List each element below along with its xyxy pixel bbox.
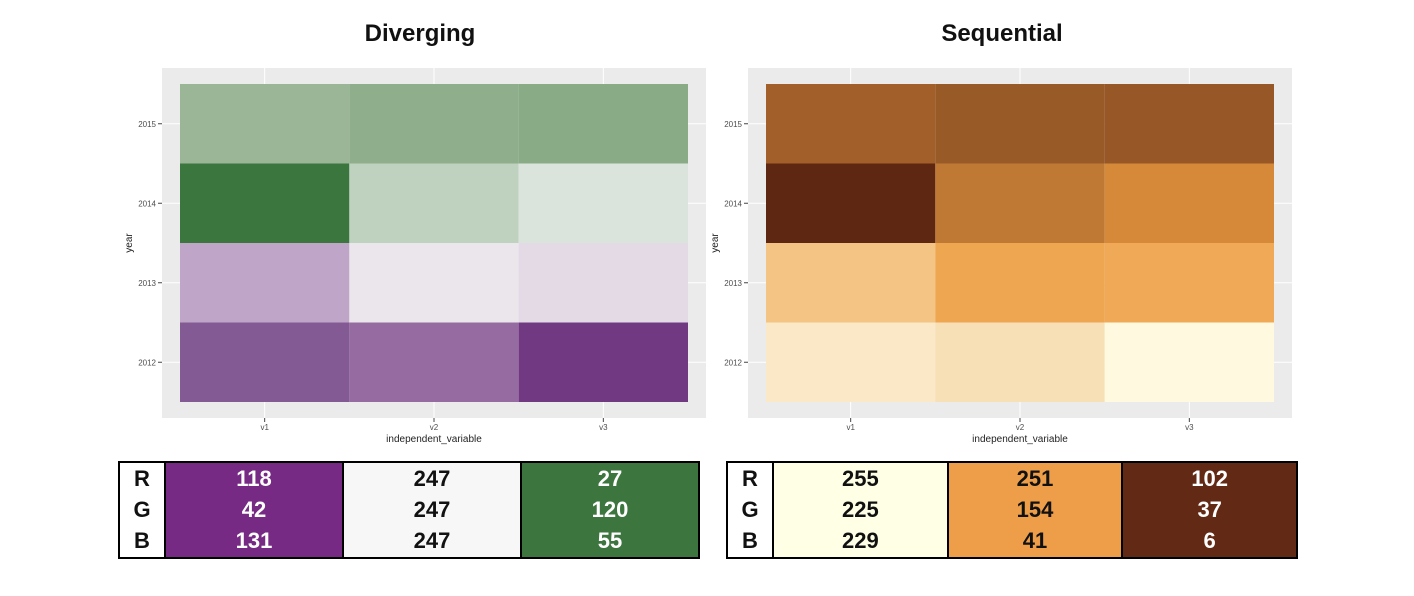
- x-tick-label: v1: [260, 423, 269, 432]
- color-swatch: 27 120 55: [522, 463, 698, 557]
- heatmap-cell: [766, 322, 936, 402]
- x-tick-label: v2: [1016, 423, 1025, 432]
- color-swatch: 251 154 41: [948, 463, 1124, 557]
- rgb-value: 229: [841, 528, 879, 554]
- chart-title: Diverging: [364, 20, 476, 47]
- heatmap-cell: [349, 322, 519, 402]
- rgb-value: 131: [235, 528, 273, 554]
- y-tick-label: 2015: [724, 120, 742, 129]
- x-tick-label: v2: [430, 423, 439, 432]
- x-tick-label: v3: [599, 423, 608, 432]
- y-tick-label: 2014: [724, 199, 742, 208]
- y-tick-label: 2014: [138, 199, 156, 208]
- heatmap-cell: [349, 243, 519, 323]
- diverging-rgb-table: R G B 118 42 131 247 247 247 27 120 55: [118, 461, 700, 559]
- rgb-row-label: R: [134, 465, 150, 491]
- y-axis-label: year: [124, 233, 135, 253]
- heatmap-cell: [935, 84, 1105, 164]
- sequential-panel: Sequential: [722, 0, 1282, 596]
- heatmap-cell: [180, 243, 350, 323]
- rgb-value: 154: [1016, 496, 1054, 522]
- heatmap-cell: [180, 84, 350, 164]
- y-tick-label: 2012: [724, 358, 742, 367]
- heatmap-cell: [766, 84, 936, 164]
- rgb-row-label: R: [742, 465, 758, 491]
- rgb-value: 247: [413, 465, 451, 491]
- rgb-value: 6: [1203, 528, 1216, 554]
- rgb-row-label: G: [133, 496, 151, 522]
- rgb-value: 118: [236, 465, 272, 491]
- x-axis-label: independent_variable: [386, 434, 482, 445]
- heatmap-cell: [518, 322, 688, 402]
- heatmap-cell: [935, 322, 1105, 402]
- sequential-heatmap: 2015 2014 2013 2012 v1 v2 v3 independent_variab…: [710, 68, 1292, 445]
- rgb-value: 37: [1197, 496, 1222, 522]
- y-tick-label: 2013: [138, 279, 156, 288]
- heatmap-cell: [766, 243, 936, 323]
- heatmap-cell: [935, 163, 1105, 243]
- rgb-value: 247: [413, 496, 451, 522]
- x-axis-label: independent_variable: [972, 434, 1068, 445]
- rgb-row-label: B: [134, 528, 150, 554]
- y-axis-label: year: [710, 233, 721, 253]
- rgb-value: 120: [591, 496, 629, 522]
- color-swatch: 255 225 229: [774, 463, 949, 557]
- rgb-value: 27: [597, 465, 623, 491]
- rgb-value: 225: [841, 496, 879, 522]
- color-swatch: 247 247 247: [344, 463, 522, 557]
- rgb-value: 102: [1191, 465, 1229, 491]
- heatmap-cell: [518, 163, 688, 243]
- heatmap-cell: [518, 84, 688, 164]
- rgb-value: 55: [597, 528, 623, 554]
- x-tick-label: v1: [846, 423, 855, 432]
- x-tick-label: v3: [1185, 423, 1194, 432]
- rgb-value: 247: [413, 528, 451, 554]
- y-tick-label: 2013: [724, 279, 742, 288]
- heatmap-cell: [1104, 243, 1274, 323]
- heatmap-cell: [1104, 322, 1274, 402]
- heatmap-cell: [1104, 84, 1274, 164]
- rgb-value: 41: [1022, 528, 1048, 554]
- sequential-rgb-table: R G B 255 225 229 251 154 41 102 37 6: [726, 461, 1298, 559]
- heatmap-cell: [180, 322, 350, 402]
- y-tick-label: 2012: [138, 358, 156, 367]
- color-swatch: 118 42 131: [166, 463, 344, 557]
- heatmap-cell: [180, 163, 350, 243]
- chart-title: Sequential: [941, 20, 1063, 47]
- rgb-row-label: G: [741, 496, 759, 522]
- heatmap-cell: [349, 163, 519, 243]
- diverging-panel: Diverging: [140, 0, 700, 596]
- heatmap-cell: [935, 243, 1105, 323]
- heatmap-cell: [1104, 163, 1274, 243]
- heatmap-cell: [766, 163, 936, 243]
- rgb-value: 42: [241, 496, 267, 522]
- rgb-row-label: B: [742, 528, 758, 554]
- rgb-value: 251: [1016, 465, 1054, 491]
- rgb-value: 255: [841, 465, 879, 491]
- heatmap-cell: [518, 243, 688, 323]
- heatmap-cell: [349, 84, 519, 164]
- y-tick-label: 2015: [138, 120, 156, 129]
- diverging-heatmap: 2015 2014 2013 2012 v1 v2 v3 independent_variab…: [124, 68, 706, 445]
- color-swatch: 102 37 6: [1123, 463, 1297, 557]
